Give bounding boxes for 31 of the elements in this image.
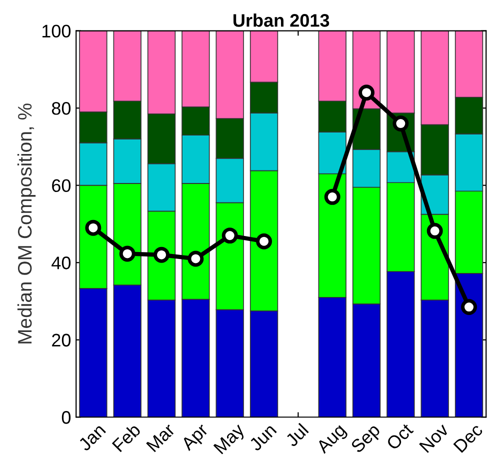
point	[119, 246, 136, 262]
point	[324, 188, 340, 205]
y-tick-label: 60	[52, 179, 71, 192]
point	[256, 233, 272, 250]
point	[85, 220, 102, 236]
x-tick-label: Sep	[350, 422, 384, 456]
x-tick-label: Jun	[248, 423, 277, 452]
y-tick-label: 40	[52, 256, 71, 270]
x-tick-label: Apr	[180, 422, 212, 454]
point	[426, 222, 443, 239]
point	[358, 84, 374, 101]
y-tick-label: 0	[62, 411, 71, 424]
y-tick-label: 100	[42, 24, 71, 38]
y-axis-title: Median OM Composition, %	[17, 104, 36, 344]
x-tick-label: Nov	[419, 422, 450, 454]
y-tick-label: 80	[52, 102, 71, 115]
x-tick-label: Jan	[78, 423, 106, 452]
x-tick-label: May	[213, 422, 248, 457]
point	[392, 116, 409, 132]
x-tick-label: Dec	[453, 422, 484, 454]
point	[461, 299, 477, 316]
x-tick-label: Mar	[146, 422, 176, 452]
point	[222, 228, 238, 244]
y-tick-label: 20	[52, 334, 71, 347]
point	[188, 250, 204, 267]
x-tick-label: Feb	[111, 422, 142, 452]
chart-title: Urban 2013	[234, 14, 330, 27]
x-tick-label: Aug	[316, 423, 349, 457]
x-tick-label: Oct	[386, 422, 414, 451]
point	[154, 246, 170, 263]
x-tick-label: Jul	[284, 422, 309, 448]
